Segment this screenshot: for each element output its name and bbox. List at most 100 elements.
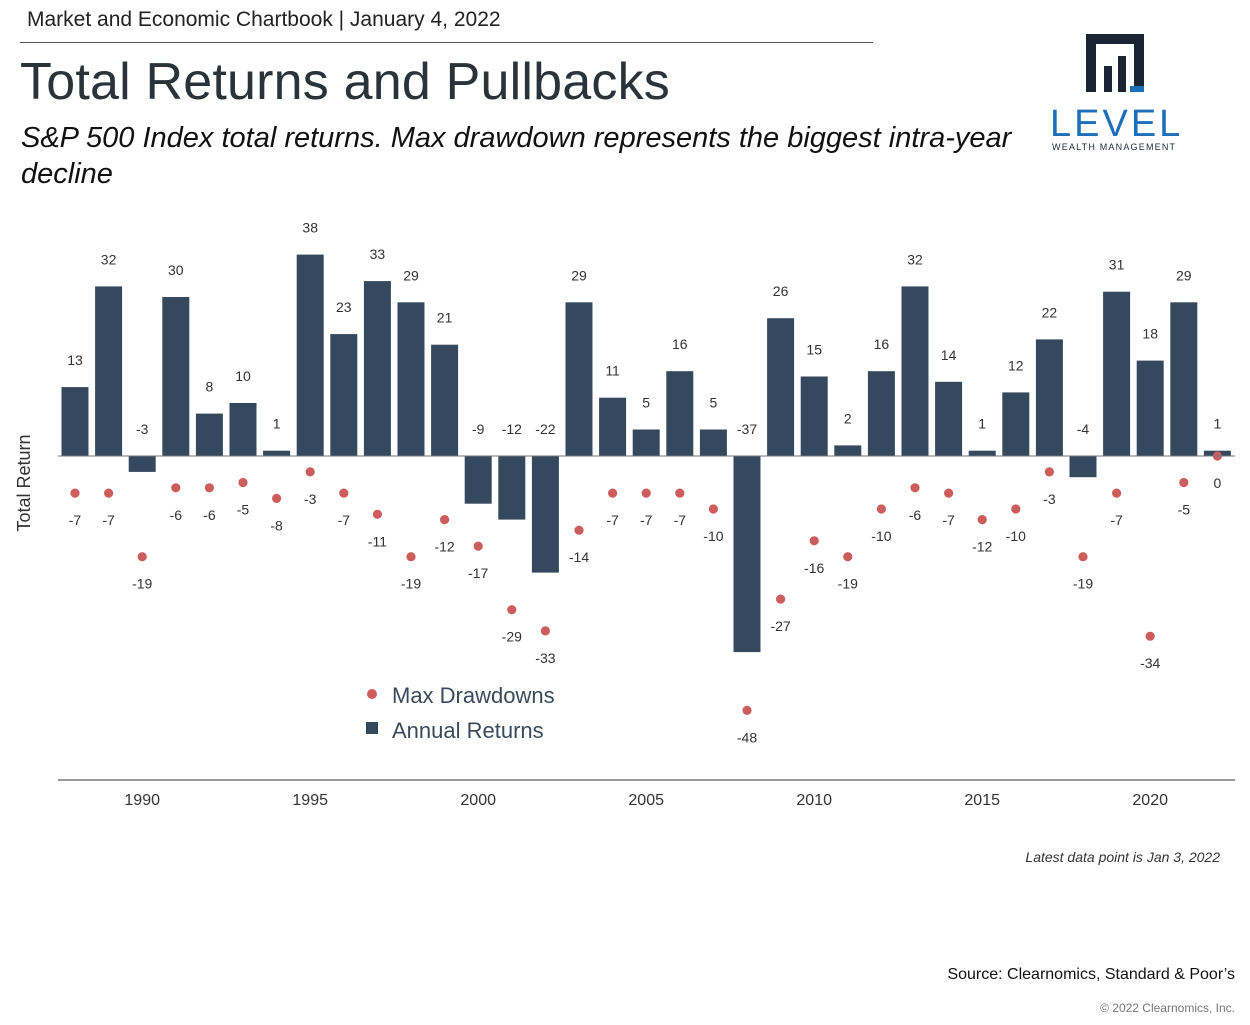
x-tick-1995: 1995 xyxy=(292,792,328,809)
drawdown-label-2006: -7 xyxy=(674,512,687,528)
drawdown-dot-2010 xyxy=(809,536,819,546)
drawdown-label-2000: -17 xyxy=(468,565,488,581)
bar-2009 xyxy=(767,318,795,456)
bar-label-2005: 5 xyxy=(642,395,650,411)
x-tick-2015: 2015 xyxy=(964,792,1000,809)
drawdown-label-1995: -3 xyxy=(304,491,317,507)
bar-label-1991: 30 xyxy=(168,262,184,278)
bar-label-2009: 26 xyxy=(773,283,789,299)
bar-label-2012: 16 xyxy=(874,336,890,352)
bar-2008 xyxy=(733,456,761,653)
latest-data-note: Latest data point is Jan 3, 2022 xyxy=(1025,849,1220,865)
drawdown-dot-2020 xyxy=(1145,631,1155,641)
logo-mark-bar-2 xyxy=(1118,56,1126,92)
bar-label-2016: 12 xyxy=(1008,357,1024,373)
drawdown-dot-1990 xyxy=(137,552,147,562)
bar-1990 xyxy=(128,456,156,472)
bar-2002 xyxy=(531,456,559,573)
drawdown-dot-2009 xyxy=(776,594,786,604)
drawdown-label-2008: -48 xyxy=(737,729,757,745)
drawdown-label-series: -7 -7 -19 -6 -6 -5 -8 -3 -7 -11 -19 -12 -17 -29 -33 -14… xyxy=(69,475,1222,745)
bar-2001 xyxy=(498,456,526,520)
drawdown-label-1988: -7 xyxy=(69,512,82,528)
bar-1995 xyxy=(296,254,324,456)
drawdown-dot-2016 xyxy=(1011,504,1021,514)
bar-2010 xyxy=(800,376,828,456)
drawdown-dot-1995 xyxy=(305,467,315,477)
page-title: Total Returns and Pullbacks xyxy=(20,53,670,111)
legend-label-drawdowns: Max Drawdowns xyxy=(392,683,555,708)
drawdown-dot-1998 xyxy=(406,552,416,562)
source-note: Source: Clearnomics, Standard & Poor’s xyxy=(947,966,1235,983)
drawdown-label-1998: -19 xyxy=(401,576,421,592)
drawdown-label-1990: -19 xyxy=(132,576,152,592)
bar-label-2017: 22 xyxy=(1042,304,1058,320)
level-logo-icon xyxy=(1086,34,1144,92)
bar-2000 xyxy=(464,456,492,504)
drawdown-dot-2011 xyxy=(843,552,853,562)
bar-2004 xyxy=(599,397,627,456)
bar-1996 xyxy=(330,334,358,456)
drawdown-label-2002: -33 xyxy=(535,650,555,666)
drawdown-dot-2019 xyxy=(1112,488,1122,498)
bar-1998 xyxy=(397,302,425,456)
header-divider xyxy=(20,42,873,43)
bar-2016 xyxy=(1002,392,1030,456)
bar-label-1989: 32 xyxy=(101,251,117,267)
logo-mark-accent xyxy=(1130,86,1144,92)
bar-label-1990: -3 xyxy=(136,421,149,437)
drawdown-dot-2017 xyxy=(1044,467,1054,477)
bar-label-2000: -9 xyxy=(472,421,485,437)
logo-name: LEVEL xyxy=(1050,103,1184,145)
legend-marker-drawdowns xyxy=(367,689,377,699)
drawdown-label-2018: -19 xyxy=(1073,576,1093,592)
bar-label-2020: 18 xyxy=(1142,326,1158,342)
header-text: Market and Economic Chartbook | January … xyxy=(27,8,501,31)
x-tick-2000: 2000 xyxy=(460,792,496,809)
drawdown-dot-2006 xyxy=(675,488,685,498)
legend-marker-returns xyxy=(366,722,378,734)
bar-label-2019: 31 xyxy=(1109,257,1125,273)
bar-label-2014: 14 xyxy=(941,347,957,363)
drawdown-label-2004: -7 xyxy=(606,512,619,528)
bar-label-1993: 10 xyxy=(235,368,251,384)
drawdown-label-2003: -14 xyxy=(569,549,589,565)
drawdown-label-2013: -6 xyxy=(909,507,922,523)
bar-2003 xyxy=(565,302,593,456)
bar-label-1996: 23 xyxy=(336,299,352,315)
drawdown-label-2017: -3 xyxy=(1043,491,1056,507)
bar-1994 xyxy=(263,450,291,456)
drawdown-dot-2018 xyxy=(1078,552,1088,562)
bar-label-1988: 13 xyxy=(67,352,83,368)
bar-label-2007: 5 xyxy=(710,395,718,411)
bar-2014 xyxy=(935,381,963,456)
drawdown-dot-2007 xyxy=(708,504,719,514)
drawdown-dot-1993 xyxy=(238,477,248,488)
y-axis-label: Total Return xyxy=(14,434,34,531)
drawdown-label-2005: -7 xyxy=(640,512,653,528)
drawdown-label-2007: -10 xyxy=(703,528,723,544)
drawdown-label-1994: -8 xyxy=(270,517,283,533)
drawdown-label-2012: -10 xyxy=(871,528,891,544)
drawdown-label-2019: -7 xyxy=(1110,512,1123,528)
drawdown-dot-1997 xyxy=(372,509,382,519)
drawdown-label-1999: -12 xyxy=(434,539,454,555)
x-axis-ticks: 1990 1995 2000 2005 2010 2015 2020 xyxy=(124,792,1168,809)
drawdown-label-1993: -5 xyxy=(237,502,250,518)
bar-label-2022: 1 xyxy=(1214,416,1222,432)
bar-label-2021: 29 xyxy=(1176,267,1192,283)
drawdown-dot-2001 xyxy=(507,605,517,615)
bar-2011 xyxy=(834,445,862,456)
bar-2013 xyxy=(901,286,929,456)
logo-mark-outline xyxy=(1086,34,1144,92)
bar-2019 xyxy=(1103,291,1131,456)
drawdown-dot-1988 xyxy=(70,488,80,498)
bar-1999 xyxy=(431,344,459,456)
bar-2017 xyxy=(1035,339,1063,456)
drawdown-dot-2012 xyxy=(876,504,887,514)
x-tick-2010: 2010 xyxy=(796,792,832,809)
drawdown-dot-2021 xyxy=(1179,477,1189,488)
bar-label-2010: 15 xyxy=(806,342,822,358)
